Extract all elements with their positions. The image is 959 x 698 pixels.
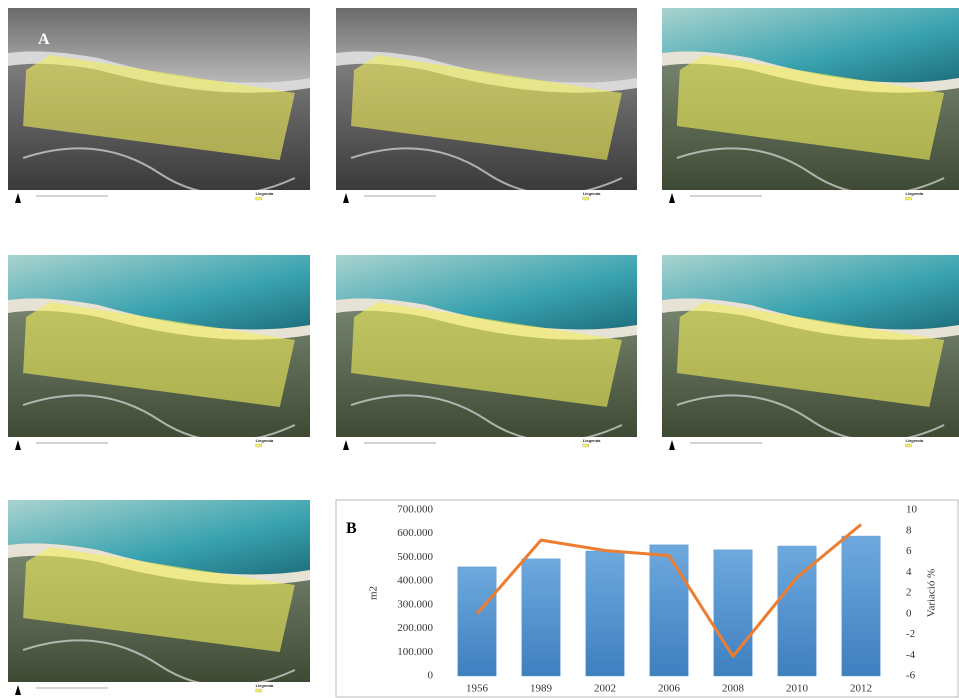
map-strip — [336, 437, 637, 452]
map-legend-title: Llegenda — [256, 438, 274, 443]
north-arrow — [669, 193, 675, 203]
map-sea — [662, 255, 959, 330]
north-arrow — [15, 440, 21, 450]
map-legend-swatch — [582, 196, 589, 201]
x-tick-label: 2006 — [658, 683, 681, 695]
dune-vegetation — [351, 55, 622, 160]
chart: B 0 100.000 200.000 300.000 400.000 500.000 600… — [346, 504, 938, 695]
map-sea — [336, 8, 637, 83]
line — [475, 523, 862, 658]
y2-axis-title: Variació % — [926, 569, 938, 618]
y2-tick-label: 6 — [906, 545, 912, 557]
map-panel: Llegenda — [8, 255, 310, 452]
map-legend-title: Llegenda — [906, 438, 924, 443]
map-legend-title: Llegenda — [583, 191, 601, 196]
y-tick-label: 600.000 — [397, 527, 433, 539]
map-legend-title: Llegenda — [583, 438, 601, 443]
map-legend-swatch — [582, 443, 589, 448]
x-tick-label: 2012 — [850, 683, 872, 695]
map-legend-swatch — [905, 443, 912, 448]
panel-label: B — [346, 520, 357, 537]
dune-vegetation — [351, 302, 622, 407]
y-tick-label: 500.000 — [397, 551, 433, 563]
north-arrow — [343, 440, 349, 450]
y2-tick-label: 8 — [906, 524, 912, 536]
map-panel: Llegenda — [336, 255, 637, 452]
y-axis-title: m2 — [368, 586, 380, 600]
map-legend-swatch — [255, 688, 262, 693]
y2-tick-label: 10 — [906, 504, 918, 516]
map-strip — [8, 682, 310, 697]
map-legend-swatch — [255, 443, 262, 448]
panel-label: A — [38, 31, 50, 48]
y-tick-label: 700.000 — [397, 504, 433, 516]
y2-tick-label: -2 — [906, 628, 915, 640]
map-panel: Llegenda — [336, 8, 637, 205]
map-strip — [8, 437, 310, 452]
y2-tick-label: 2 — [906, 587, 912, 599]
y-tick-label: 400.000 — [397, 575, 433, 587]
y2-tick-label: -6 — [906, 670, 916, 682]
north-arrow — [669, 440, 675, 450]
map-sea — [662, 8, 959, 83]
bar — [649, 544, 689, 677]
map-legend-title: Llegenda — [256, 191, 274, 196]
map-panels: Llegenda Llegenda Llegenda Llegenda Llegenda… — [8, 8, 959, 697]
map-sea — [8, 8, 310, 83]
dune-vegetation — [676, 55, 945, 160]
map-strip — [662, 190, 959, 205]
y-tick-label: 300.000 — [397, 598, 433, 610]
x-tick-label: 2010 — [786, 683, 809, 695]
x-tick-label: 1989 — [530, 683, 553, 695]
map-legend-title: Llegenda — [256, 683, 274, 688]
dune-vegetation — [676, 302, 945, 407]
map-panel: Llegenda — [8, 500, 310, 697]
map-panel: Llegenda — [8, 8, 310, 205]
map-sea — [336, 255, 637, 330]
bar — [457, 566, 497, 677]
dune-vegetation — [23, 55, 295, 160]
north-arrow — [15, 685, 21, 695]
dune-vegetation — [23, 547, 295, 652]
y-tick-label: 200.000 — [397, 622, 433, 634]
map-legend-swatch — [255, 196, 262, 201]
north-arrow — [15, 193, 21, 203]
map-panel: Llegenda — [662, 8, 959, 205]
y2-tick-label: 0 — [906, 607, 912, 619]
north-arrow — [343, 193, 349, 203]
x-tick-label: 1956 — [466, 683, 489, 695]
y2-tick-label: -4 — [906, 649, 916, 661]
map-legend-title: Llegenda — [906, 191, 924, 196]
map-strip — [662, 437, 959, 452]
map-strip — [336, 190, 637, 205]
map-panel: Llegenda — [662, 255, 959, 452]
x-tick-label: 2002 — [594, 683, 616, 695]
bar — [585, 550, 625, 677]
map-strip — [8, 190, 310, 205]
map-sea — [8, 255, 310, 330]
bar — [841, 535, 881, 677]
map-sea — [8, 500, 310, 575]
bar — [521, 558, 561, 677]
y-tick-label: 100.000 — [397, 646, 433, 658]
dune-vegetation — [23, 302, 295, 407]
y-tick-label: 0 — [428, 670, 434, 682]
map-legend-swatch — [905, 196, 912, 201]
y2-tick-label: 4 — [906, 566, 912, 578]
x-tick-label: 2008 — [722, 683, 745, 695]
